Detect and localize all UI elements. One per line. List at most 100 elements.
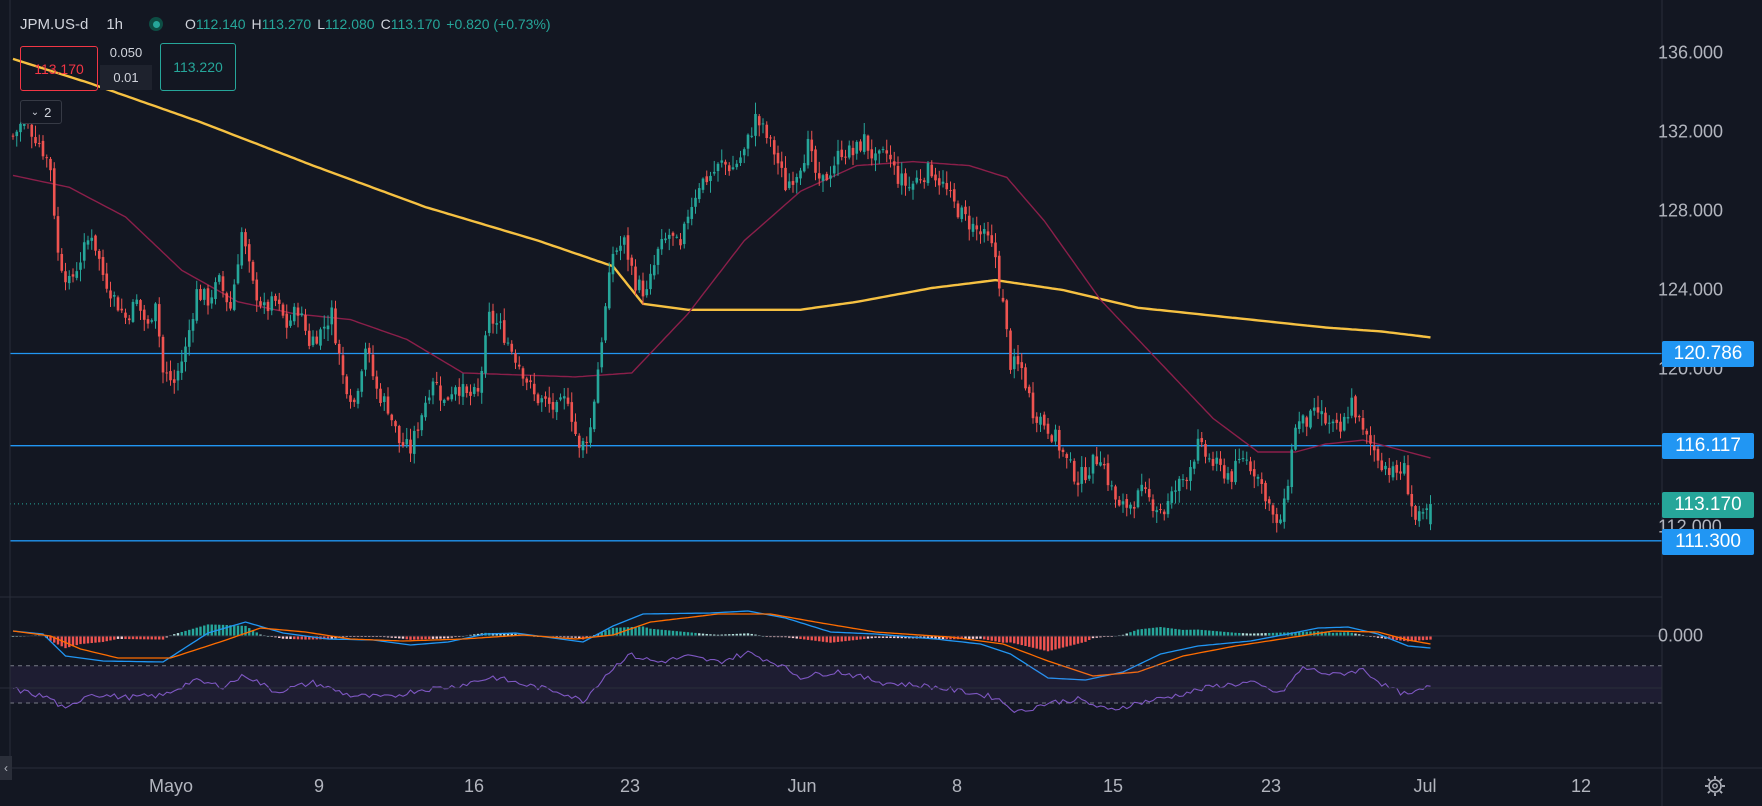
macd-histogram-bar: [435, 636, 438, 639]
macd-histogram-bar: [630, 627, 633, 636]
candle: [165, 361, 169, 382]
candle: [52, 162, 56, 220]
macd-histogram-bar: [863, 636, 866, 640]
candle: [829, 166, 832, 188]
timeframe-label[interactable]: 1h: [106, 15, 124, 33]
macd-histogram-bar: [641, 626, 645, 636]
macd-histogram-bar: [728, 634, 731, 636]
candle: [221, 270, 225, 298]
macd-histogram-bar: [821, 636, 825, 642]
macd-pane: [10, 610, 1662, 681]
macd-histogram-bar: [1253, 633, 1256, 636]
macd-histogram-bar: [1350, 632, 1353, 636]
scroll-left-button[interactable]: ‹: [0, 756, 12, 780]
candle: [270, 291, 274, 316]
candle: [1215, 451, 1219, 472]
candle: [881, 146, 885, 153]
macd-histogram-bar: [146, 636, 150, 640]
market-status-icon: [149, 17, 164, 31]
macd-histogram-bar: [578, 636, 581, 639]
level-tag-111300[interactable]: 111.300: [1662, 529, 1754, 555]
macd-histogram-bar: [776, 636, 780, 638]
macd-histogram-bar: [889, 636, 892, 639]
candle: [135, 294, 139, 307]
macd-histogram-bar: [323, 636, 326, 640]
macd-histogram-bar: [394, 636, 397, 639]
candle: [1286, 479, 1290, 503]
macd-histogram-bar: [604, 630, 607, 636]
macd-histogram-bar: [716, 634, 720, 636]
candle: [727, 162, 731, 176]
lot-size-input[interactable]: 0.01: [100, 65, 152, 90]
candle: [97, 249, 101, 271]
candle: [855, 140, 859, 160]
candle: [724, 159, 727, 176]
macd-histogram-bar: [1193, 629, 1196, 636]
macd-histogram-bar: [960, 636, 963, 640]
macd-histogram-bar: [311, 636, 315, 640]
macd-histogram-bar: [386, 636, 390, 638]
macd-histogram-bar: [1178, 629, 1181, 636]
macd-histogram-bar: [1046, 636, 1050, 652]
macd-histogram-bar: [199, 626, 202, 636]
buy-button[interactable]: 113.220: [160, 43, 236, 91]
macd-histogram-bar: [176, 633, 180, 636]
candle: [457, 378, 461, 405]
macd-histogram-bar: [289, 636, 292, 639]
macd-histogram-bar: [203, 625, 206, 636]
macd-histogram-bar: [1395, 636, 1398, 641]
macd-histogram-bar: [746, 633, 750, 636]
macd-histogram-bar: [1380, 636, 1383, 639]
macd-histogram-bar: [1414, 636, 1417, 641]
macd-histogram-bar: [158, 636, 161, 640]
macd-histogram-bar: [1163, 627, 1166, 636]
macd-histogram-bar: [683, 631, 686, 636]
macd-histogram-bar: [709, 634, 712, 636]
candle: [1065, 452, 1069, 469]
macd-histogram-bar: [923, 636, 926, 639]
candle: [664, 232, 667, 244]
macd-histogram-bar: [1268, 632, 1271, 636]
macd-histogram-bar: [1196, 629, 1200, 636]
candle: [1331, 419, 1335, 433]
candle: [225, 291, 229, 312]
level-tag-116117[interactable]: 116.117: [1662, 433, 1754, 459]
candle: [742, 147, 746, 164]
candle: [1342, 412, 1346, 432]
macd-histogram-bar: [1200, 629, 1203, 636]
macd-histogram-bar: [788, 636, 791, 638]
macd-histogram-bar: [926, 636, 930, 639]
last-price-tag[interactable]: 113.170: [1662, 492, 1754, 518]
candle: [1170, 486, 1174, 509]
settings-gear-icon[interactable]: [1703, 774, 1727, 798]
candle: [776, 145, 780, 175]
macd-histogram-bar: [1223, 631, 1226, 636]
sell-button[interactable]: 113.170: [20, 46, 98, 91]
time-tick: 8: [951, 776, 963, 796]
candle: [15, 129, 19, 147]
candle: [832, 156, 836, 178]
symbol-label[interactable]: JPM.US-d: [20, 15, 89, 33]
candle: [210, 289, 214, 309]
candle: [806, 130, 810, 169]
candle: [1095, 446, 1099, 466]
candle: [844, 149, 847, 165]
candle: [926, 160, 930, 186]
candle: [892, 151, 896, 175]
candle: [435, 371, 439, 386]
candle: [397, 424, 401, 453]
macd-histogram-bar: [893, 636, 896, 639]
candle: [1294, 424, 1297, 451]
level-tag-120786[interactable]: 120.786: [1662, 341, 1754, 367]
indicator-toggle-button[interactable]: ⌄ 2: [20, 100, 62, 124]
macd-histogram-bar: [1133, 630, 1136, 636]
candle: [180, 349, 184, 380]
candle: [641, 272, 645, 306]
macd-histogram-bar: [428, 636, 431, 640]
candle: [1039, 412, 1042, 432]
spread-lot-panel: 0.050 0.01: [100, 40, 152, 90]
macd-histogram-bar: [971, 636, 975, 639]
candle: [1372, 434, 1376, 462]
